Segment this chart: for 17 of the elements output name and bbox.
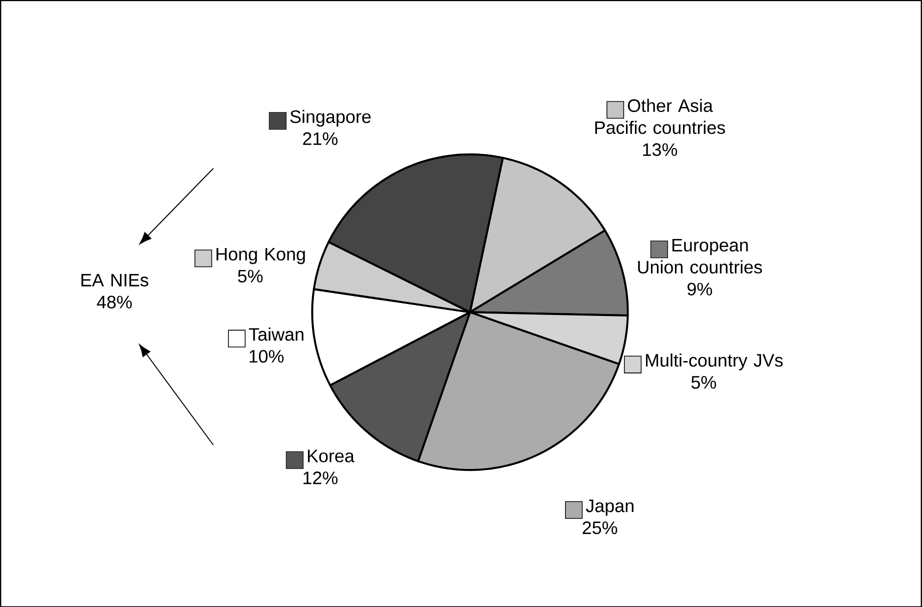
legend-label: Japan	[586, 499, 634, 516]
legend-label: Taiwan	[248, 327, 304, 341]
data-label: 25%	[582, 521, 618, 534]
legend-label: Hong Kong	[216, 248, 305, 264]
data-label: 9%	[688, 282, 712, 296]
legend-label: Korea	[308, 450, 354, 462]
legend-label: Singapore	[290, 110, 371, 126]
text: EA NIEs 48%	[81, 274, 148, 308]
data-label: 5%	[238, 270, 263, 282]
legend-label: European Union countries	[638, 238, 762, 274]
data-label: 5%	[691, 376, 716, 389]
data-label: 21%	[303, 132, 338, 145]
legend-label: Multi-country JVs	[646, 353, 783, 370]
data-label: 10%	[250, 350, 284, 363]
data-label: 13%	[643, 143, 678, 156]
data-label: 12%	[304, 471, 338, 484]
legend-label: Other Asia Pacific countries	[595, 98, 725, 134]
